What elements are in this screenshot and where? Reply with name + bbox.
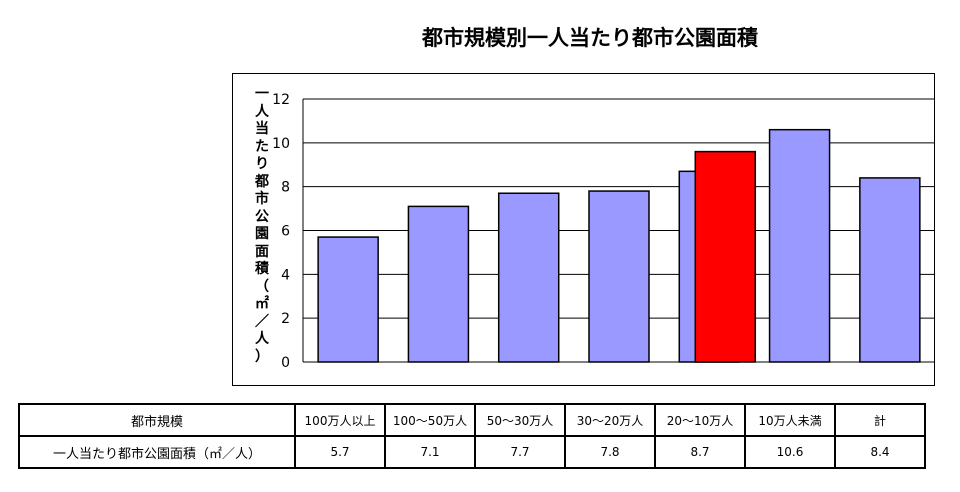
y-tick-label: 6 xyxy=(281,224,290,240)
table-header-label: 都市規模 xyxy=(18,403,296,437)
data-table: 都市規模 100万人以上 100～50万人 50～30万人 30～20万人 20～10万… xyxy=(18,403,926,469)
table-cell: 8.4 xyxy=(834,435,926,469)
table-cell: 7.7 xyxy=(474,435,566,469)
bar xyxy=(407,205,470,363)
y-tick-label: 12 xyxy=(272,92,290,108)
y-axis-label-char: り xyxy=(255,156,269,172)
table-column-header: 50～30万人 xyxy=(474,403,566,437)
table-column-header: 100万人以上 xyxy=(294,403,386,437)
y-axis-label-char: 一 xyxy=(255,86,269,102)
highlight-bar xyxy=(694,150,757,363)
bar xyxy=(497,192,560,363)
table-header-row: 都市規模 100万人以上 100～50万人 50～30万人 30～20万人 20～10万… xyxy=(18,403,926,437)
table-column-header: 10万人未満 xyxy=(744,403,836,437)
chart-title: 都市規模別一人当たり都市公園面積 xyxy=(422,26,758,50)
table-cell: 5.7 xyxy=(294,435,386,469)
table-cell: 7.1 xyxy=(384,435,476,469)
y-axis-label-char: ） xyxy=(255,348,269,365)
y-axis-label-char: （ xyxy=(255,278,269,295)
y-axis-label: 一人当たり都市公園面積（㎡／人） xyxy=(252,86,272,366)
bar xyxy=(588,190,650,363)
chart-frame xyxy=(232,73,935,386)
table-row-label: 一人当たり都市公園面積（㎡／人） xyxy=(18,435,296,469)
table-column-header: 30～20万人 xyxy=(564,403,656,437)
y-axis-label-char: 都 xyxy=(255,173,269,190)
table-cell: 7.8 xyxy=(564,435,656,469)
y-axis-label-char: ㎡ xyxy=(255,296,269,312)
table-column-header: 100～50万人 xyxy=(384,403,476,437)
y-axis-label-char: 積 xyxy=(255,261,269,277)
table-column-header: 20～10万人 xyxy=(654,403,746,437)
bar xyxy=(317,236,379,363)
y-tick-label: 10 xyxy=(272,136,290,152)
table-cell: 8.7 xyxy=(654,435,746,469)
y-tick-label: 0 xyxy=(281,355,290,371)
table-cell: 10.6 xyxy=(744,435,836,469)
y-tick-label: 4 xyxy=(281,267,290,283)
y-axis-label-char: 人 xyxy=(255,331,269,347)
y-tick-label: 8 xyxy=(281,180,290,196)
y-axis-label-char: 人 xyxy=(255,103,269,120)
bar xyxy=(859,177,921,363)
y-axis-label-char: 公 xyxy=(255,208,269,225)
table-column-header: 計 xyxy=(834,403,926,437)
y-axis-label-char: 当 xyxy=(255,121,269,137)
y-axis-label-char: ／ xyxy=(255,313,269,330)
y-axis-label-char: た xyxy=(255,138,269,155)
y-axis-label-char: 園 xyxy=(255,226,269,242)
table-row: 一人当たり都市公園面積（㎡／人） 5.7 7.1 7.7 7.8 8.7 10.6 8.4 xyxy=(18,435,926,469)
y-tick-label: 2 xyxy=(281,311,290,327)
y-axis-label-char: 面 xyxy=(255,243,269,260)
chart-plot: 0 2 4 6 8 10 12 xyxy=(272,92,935,371)
bar xyxy=(768,128,831,363)
y-axis-label-char: 市 xyxy=(255,191,269,207)
